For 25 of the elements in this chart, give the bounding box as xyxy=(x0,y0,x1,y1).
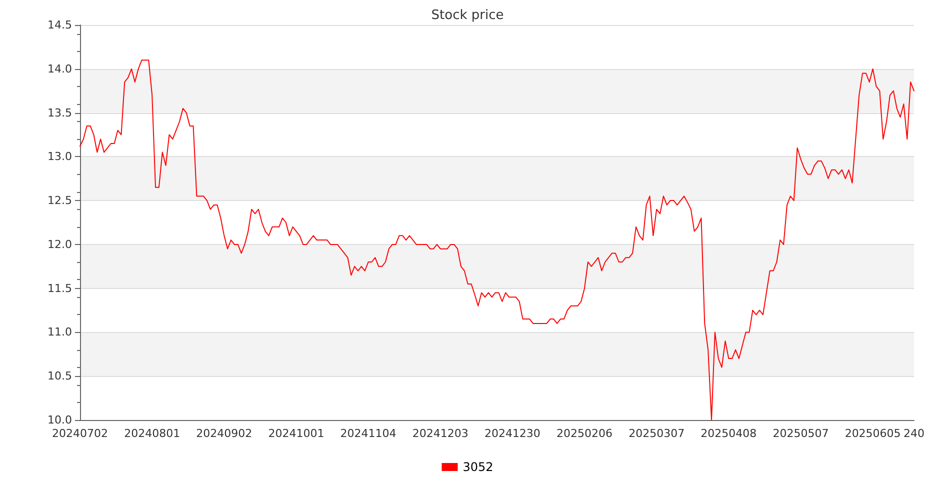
x-tick-label: 20250507 xyxy=(772,427,829,440)
x-tick-label: 20241001 xyxy=(268,427,324,440)
x-tick-label: 20250206 xyxy=(556,427,613,440)
y-tick-label: 13.5 xyxy=(48,106,72,120)
y-tick-label: 14.0 xyxy=(48,62,72,76)
x-tick-label: 20240801 xyxy=(124,427,180,440)
y-tick-label: 12.0 xyxy=(48,238,72,251)
x-tick-label: 20250408 xyxy=(700,427,757,440)
x-tick-label: 20240902 xyxy=(196,427,252,440)
x-tick-label: 20250605 xyxy=(844,427,901,440)
x-tick-label: 20241203 xyxy=(412,427,468,440)
y-tick-label: 13.0 xyxy=(48,150,72,164)
y-tick-label: 10.0 xyxy=(48,414,72,426)
legend-label: 3052 xyxy=(462,460,494,474)
y-tick-label: 11.0 xyxy=(48,326,72,339)
y-tick-label: 11.5 xyxy=(48,282,72,295)
y-tick-label: 14.5 xyxy=(48,18,72,32)
y-tick-label: 12.5 xyxy=(48,194,72,208)
x-tick-label: 240 xyxy=(904,427,924,440)
x-tick-label: 20240702 xyxy=(52,427,108,440)
x-tick-label: 20241230 xyxy=(484,427,540,440)
y-tick-label: 10.5 xyxy=(48,370,72,383)
chart-title: Stock price xyxy=(431,8,504,23)
x-tick-label: 20250307 xyxy=(628,427,685,440)
x-tick-label: 20241104 xyxy=(340,427,396,440)
